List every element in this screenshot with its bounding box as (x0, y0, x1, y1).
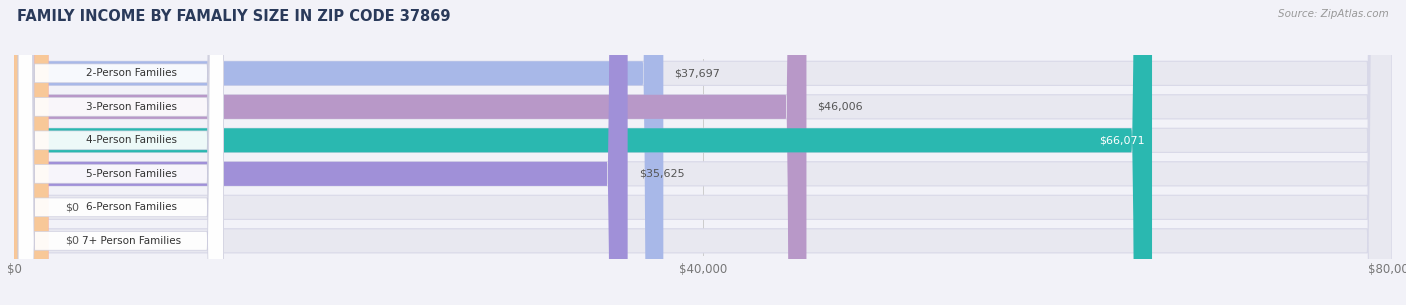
Text: $35,625: $35,625 (638, 169, 685, 179)
Text: 7+ Person Families: 7+ Person Families (82, 236, 181, 246)
Text: FAMILY INCOME BY FAMALIY SIZE IN ZIP CODE 37869: FAMILY INCOME BY FAMALIY SIZE IN ZIP COD… (17, 9, 450, 24)
FancyBboxPatch shape (14, 0, 807, 305)
FancyBboxPatch shape (14, 0, 48, 305)
Text: 3-Person Families: 3-Person Families (86, 102, 177, 112)
FancyBboxPatch shape (14, 0, 1392, 305)
Text: 5-Person Families: 5-Person Families (86, 169, 177, 179)
Text: 4-Person Families: 4-Person Families (86, 135, 177, 145)
FancyBboxPatch shape (18, 0, 224, 305)
Text: Source: ZipAtlas.com: Source: ZipAtlas.com (1278, 9, 1389, 19)
FancyBboxPatch shape (14, 0, 1152, 305)
FancyBboxPatch shape (14, 0, 1392, 305)
Text: $0: $0 (65, 202, 79, 212)
Text: $66,071: $66,071 (1099, 135, 1144, 145)
FancyBboxPatch shape (14, 0, 627, 305)
Text: 6-Person Families: 6-Person Families (86, 202, 177, 212)
FancyBboxPatch shape (18, 0, 224, 305)
FancyBboxPatch shape (14, 0, 1392, 305)
FancyBboxPatch shape (18, 0, 224, 305)
Text: $46,006: $46,006 (817, 102, 863, 112)
Text: $0: $0 (65, 236, 79, 246)
FancyBboxPatch shape (14, 0, 664, 305)
Text: 2-Person Families: 2-Person Families (86, 68, 177, 78)
Text: $37,697: $37,697 (675, 68, 720, 78)
FancyBboxPatch shape (18, 0, 224, 305)
FancyBboxPatch shape (14, 0, 1392, 305)
FancyBboxPatch shape (14, 0, 1392, 305)
FancyBboxPatch shape (14, 0, 48, 305)
FancyBboxPatch shape (14, 0, 1392, 305)
FancyBboxPatch shape (18, 0, 224, 305)
FancyBboxPatch shape (18, 0, 224, 305)
